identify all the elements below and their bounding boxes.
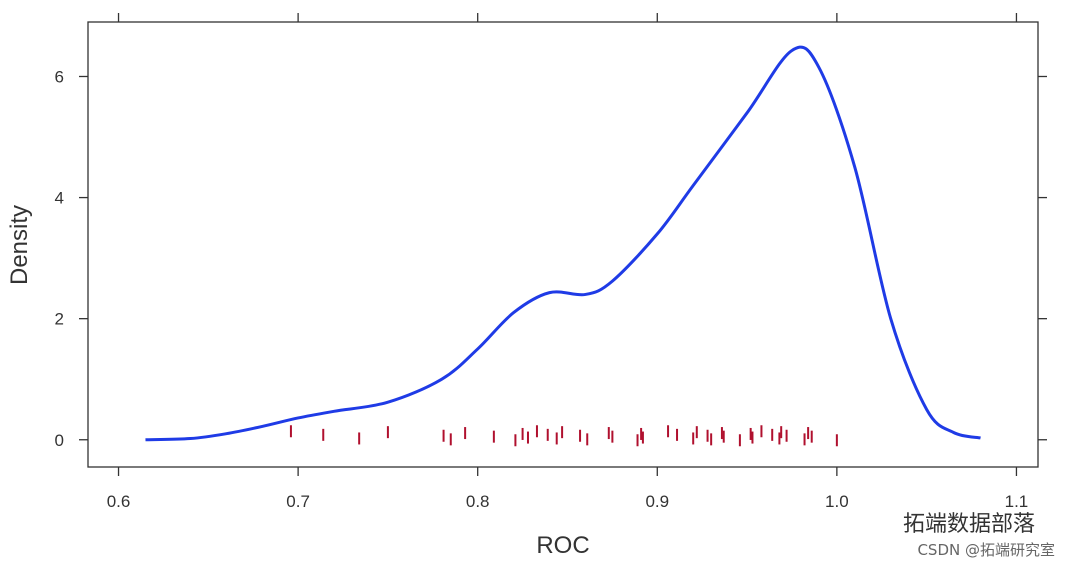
x-tick-label: 0.6 [107, 492, 131, 511]
y-tick-label: 2 [55, 310, 64, 329]
y-tick-label: 4 [55, 189, 64, 208]
x-tick-label: 1.1 [1005, 492, 1029, 511]
y-tick-label: 6 [55, 67, 64, 86]
x-tick-label: 0.9 [645, 492, 669, 511]
density-line [145, 45, 981, 442]
y-tick-label: 0 [55, 431, 64, 450]
watermark-title: 拓端数据部落 [902, 512, 1035, 537]
x-axis-label: ROC [536, 532, 589, 559]
x-tick-label: 1.0 [825, 492, 849, 511]
plot-frame [87, 21, 1039, 468]
y-axis-label: Density [6, 205, 33, 285]
x-tick-label: 0.8 [466, 492, 490, 511]
x-tick-label: 0.7 [286, 492, 310, 511]
watermark-subtitle: CSDN @拓端研究室 [917, 541, 1055, 559]
